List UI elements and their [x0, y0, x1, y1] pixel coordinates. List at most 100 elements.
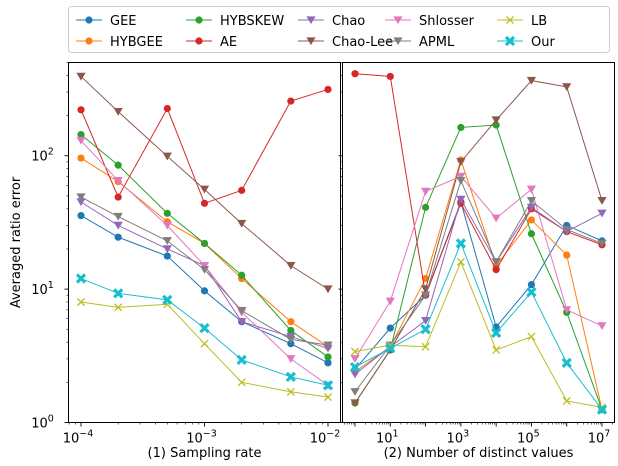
data-point-shlosser — [286, 355, 296, 363]
legend-item-chao-lee: Chao-Lee — [298, 35, 393, 50]
series-line-shlosser — [354, 175, 603, 360]
data-point-lb — [421, 342, 430, 351]
data-point-chao-lee — [237, 219, 247, 228]
series-line-apml — [354, 179, 603, 393]
data-point-lb — [323, 393, 333, 402]
legend-label: GEE — [110, 14, 137, 29]
data-point-our — [75, 273, 87, 284]
chart-panel-1: 10−4 10−3 10−2 100 101 102 (1) Sampling rate Av… — [9, 62, 341, 461]
data-point-chao-lee — [113, 107, 123, 116]
data-point-our — [526, 286, 537, 298]
data-point-hybskew — [114, 161, 122, 169]
data-point-our — [322, 380, 334, 391]
data-point-ae — [77, 106, 85, 114]
legend-item-chao: Chao — [298, 14, 365, 29]
legend-label: Chao — [332, 14, 365, 29]
data-point-shlosser — [456, 172, 466, 181]
data-point-chao — [113, 221, 123, 230]
legend-label: LB — [531, 14, 547, 29]
legend-marker — [195, 16, 203, 24]
data-point-our — [113, 288, 124, 299]
data-point-chao-lee — [286, 261, 296, 270]
data-point-lb — [492, 345, 501, 354]
data-point-shlosser — [350, 355, 360, 363]
legend-item-apml: APML — [385, 35, 455, 50]
data-point-chao — [420, 316, 431, 325]
data-point-apml — [76, 193, 86, 202]
data-point-ae — [386, 72, 394, 81]
data-point-shlosser — [162, 221, 172, 230]
legend-label: AE — [220, 35, 237, 50]
data-point-our — [199, 322, 210, 334]
data-point-chao — [237, 317, 247, 326]
data-point-apml — [113, 212, 123, 221]
data-point-our — [162, 294, 173, 306]
data-point-our — [285, 371, 296, 382]
data-point-lb — [286, 387, 295, 396]
x-axis-label: (2) Number of distinct values — [384, 446, 574, 461]
data-point-lb — [527, 332, 536, 341]
data-point-apml — [162, 237, 172, 246]
data-point-our — [385, 343, 396, 354]
legend-item-gee: GEE — [76, 14, 137, 29]
data-point-chao — [597, 209, 607, 218]
legend-marker — [504, 35, 516, 47]
data-point-ae — [287, 97, 295, 105]
data-point-chao-lee — [597, 197, 607, 205]
legend-label: Shlosser — [419, 14, 475, 29]
data-point-hybskew — [163, 209, 171, 217]
data-point-gee — [527, 281, 536, 289]
data-point-chao — [162, 245, 172, 254]
data-point-chao-lee — [526, 76, 537, 85]
data-point-shlosser — [420, 187, 431, 196]
legend-item-ae: AE — [186, 35, 237, 50]
data-point-lb — [562, 396, 571, 406]
data-point-apml — [420, 291, 431, 300]
data-point-hybskew — [77, 131, 85, 139]
legend-marker — [505, 15, 515, 25]
legend-label: APML — [419, 35, 455, 50]
legend-item-lb: LB — [497, 14, 547, 29]
legend-item-shlosser: Shlosser — [385, 14, 475, 29]
data-point-apml — [491, 258, 501, 267]
data-point-chao — [350, 370, 360, 379]
data-point-apml — [286, 335, 296, 344]
data-point-apml — [199, 265, 210, 274]
data-point-chao-lee — [199, 185, 210, 194]
data-point-our — [561, 357, 572, 368]
x-tick-label: 10−2 — [310, 429, 341, 447]
data-point-hybgee — [287, 318, 295, 326]
data-point-lb — [350, 347, 360, 356]
data-point-chao — [76, 198, 86, 207]
series-line-our — [354, 242, 603, 410]
legend-label: Chao-Lee — [332, 35, 393, 50]
series-line-gee — [354, 200, 603, 370]
data-point-hybskew — [492, 121, 500, 129]
data-point-ae — [492, 266, 500, 274]
data-point-hybgee — [527, 216, 536, 224]
chart-panel-2: 101 103 105 107 (2) Number of distinct value… — [338, 62, 615, 461]
data-point-hybgee — [563, 251, 571, 259]
data-point-shlosser — [526, 185, 537, 194]
data-point-apml — [237, 306, 247, 315]
data-point-our — [420, 324, 431, 335]
data-point-our — [455, 238, 466, 249]
data-point-apml — [526, 197, 537, 205]
x-tick-label: 103 — [447, 429, 470, 447]
series-line-chao-lee — [354, 80, 603, 404]
data-point-shlosser — [597, 322, 607, 331]
legend-marker — [393, 16, 403, 25]
data-point-chao — [456, 195, 466, 204]
data-point-ae — [238, 186, 246, 194]
data-point-shlosser — [562, 306, 572, 314]
legend-marker — [85, 37, 93, 45]
data-point-hybskew — [287, 326, 295, 335]
data-point-apml — [323, 341, 333, 350]
legend-item-our: Our — [497, 35, 555, 50]
data-point-shlosser — [113, 177, 123, 185]
series-line-hybskew — [354, 124, 603, 410]
data-point-hybskew — [421, 203, 430, 211]
legend-marker — [85, 16, 93, 24]
legend-marker — [195, 37, 203, 45]
